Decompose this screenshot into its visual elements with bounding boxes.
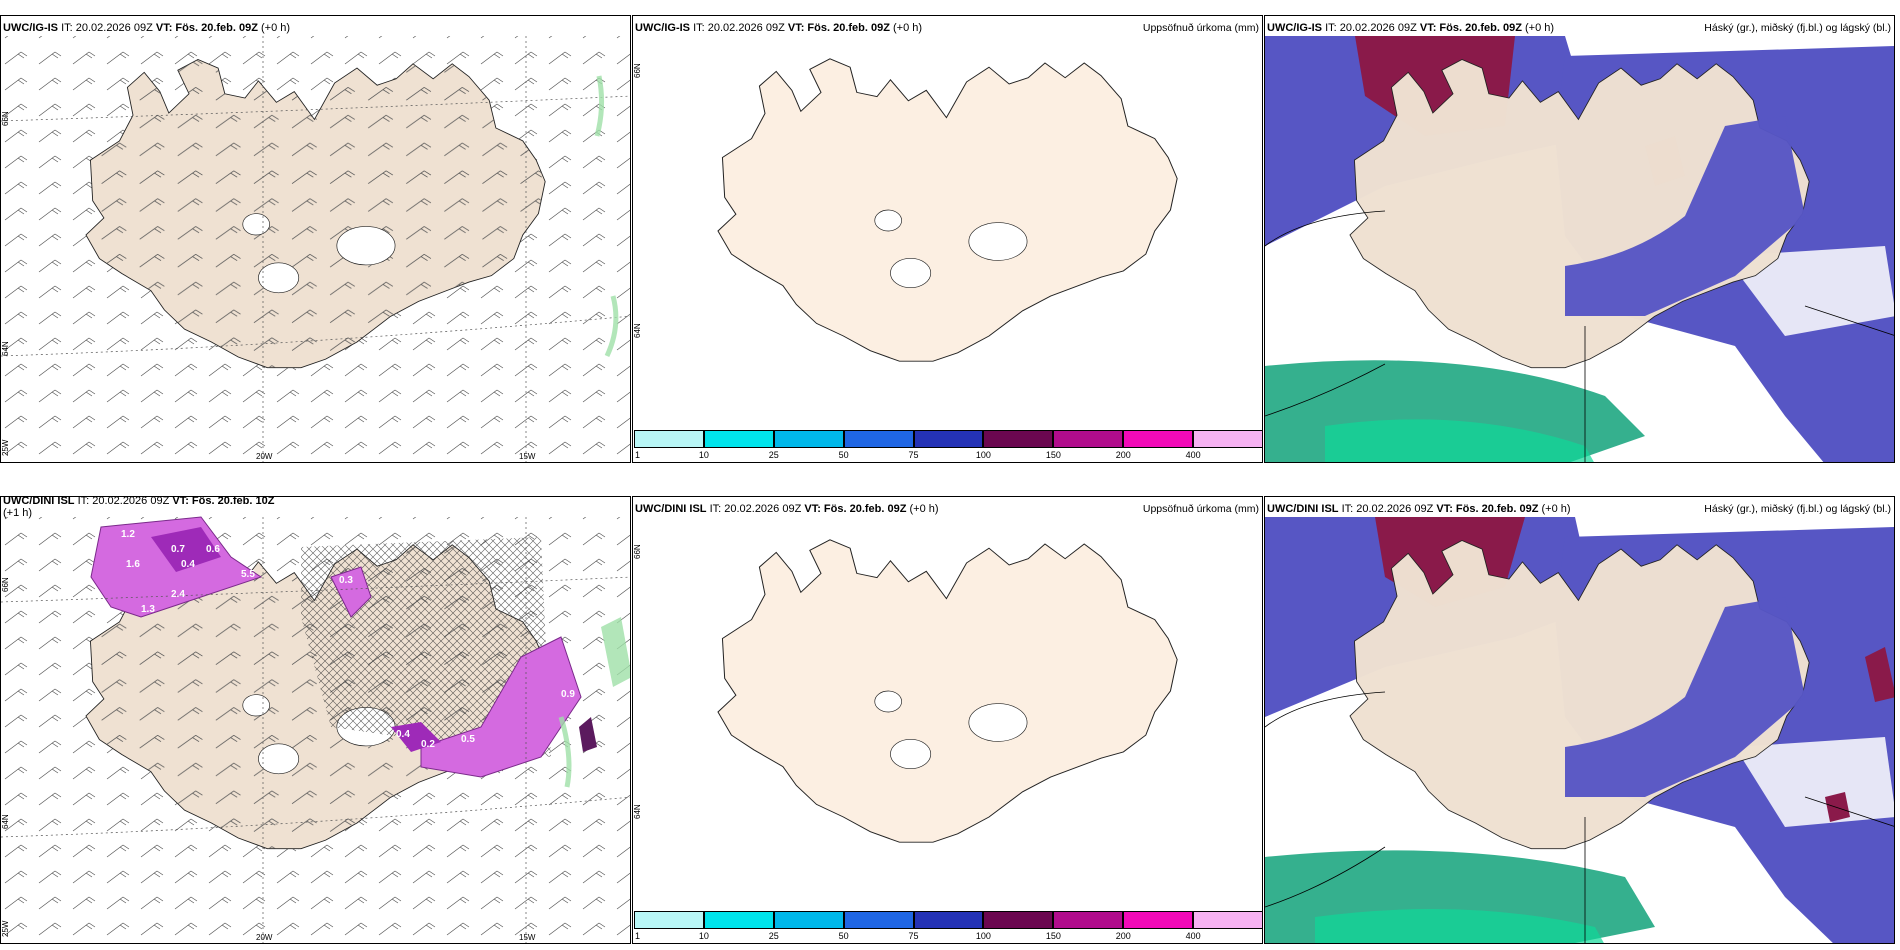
- panel-field-title: Háský (gr.), miðský (fj.bl.) og lágský (…: [1704, 503, 1891, 515]
- colorbar-swatch: [1053, 430, 1124, 448]
- colorbar-tick-label: 10: [698, 450, 709, 460]
- lon-label-15w: 15W: [519, 452, 536, 461]
- colorbar-tick-label: 25: [768, 931, 779, 941]
- colorbar-swatch: [1193, 430, 1262, 448]
- colorbar-swatch: [913, 430, 984, 448]
- lat-label-64: 64N: [633, 804, 642, 819]
- lat-label-66: 66N: [633, 63, 642, 78]
- colorbar-swatch: [1123, 430, 1194, 448]
- lat-label-25w: 25W: [1, 920, 10, 937]
- colorbar-swatch: [843, 430, 914, 448]
- precip-value-label: 0.3: [339, 575, 353, 586]
- precip-value-label: 1.6: [126, 559, 140, 570]
- precip-value-label: 0.7: [171, 544, 185, 555]
- colorbar-tick-label: 10: [698, 931, 709, 941]
- panel-precip-dini: UWC/DINI ISL IT: 20.02.2026 09Z VT: Fös.…: [632, 496, 1263, 944]
- lat-label-66: 66N: [1, 111, 10, 126]
- colorbar: 1 10 25 50 75 100 150 200 400: [633, 911, 1262, 943]
- panel-clouds-igis: UWC/IG-IS IT: 20.02.2026 09Z VT: Fös. 20…: [1264, 15, 1895, 463]
- colorbar-swatch: [983, 911, 1054, 929]
- precip-value-label: 0.2: [421, 739, 435, 750]
- panel-field-title: Uppsöfnuð úrkoma (mm): [1142, 22, 1259, 34]
- colorbar-tick-label: 150: [1045, 450, 1061, 460]
- panel-title: UWC/DINI ISL IT: 20.02.2026 09Z VT: Fös.…: [635, 503, 939, 515]
- lat-label-66: 66N: [1, 577, 10, 592]
- panel-field-title: Uppsöfnuð úrkoma (mm): [1142, 503, 1259, 515]
- colorbar-tick-label: 75: [908, 931, 919, 941]
- colorbar-tick-label: 100: [975, 931, 991, 941]
- precip-value-label: 1.2: [121, 529, 135, 540]
- lon-label-15w: 15W: [519, 933, 536, 942]
- colorbar-tick-label: 1: [635, 931, 641, 941]
- precip-value-label: 1.3: [141, 604, 155, 615]
- panel-title: UWC/IG-IS IT: 20.02.2026 09Z VT: Fös. 20…: [3, 22, 291, 34]
- lat-label-64: 64N: [1, 341, 10, 356]
- precip-value-label: 2.4: [171, 589, 185, 600]
- lat-label-64: 64N: [633, 323, 642, 338]
- colorbar-tick-label: 150: [1045, 931, 1061, 941]
- colorbar-swatch: [1193, 911, 1262, 929]
- precip-value-label: 0.9: [561, 689, 575, 700]
- lon-label-20w: 20W: [256, 452, 273, 461]
- colorbar-swatch: [703, 430, 774, 448]
- colorbar-tick-label: 1: [635, 450, 641, 460]
- colorbar-tick-label: 75: [908, 450, 919, 460]
- map-canvas: [717, 539, 1178, 843]
- colorbar-tick-label: 25: [768, 450, 779, 460]
- colorbar-tick-label: 200: [1115, 931, 1131, 941]
- colorbar-swatch: [773, 430, 844, 448]
- panel-precip-igis: UWC/IG-IS IT: 20.02.2026 09Z VT: Fös. 20…: [632, 15, 1263, 463]
- lon-label-20w: 20W: [256, 933, 273, 942]
- colorbar-tick-label: 400: [1185, 931, 1201, 941]
- colorbar-swatch: [843, 911, 914, 929]
- colorbar-tick-label: 400: [1185, 450, 1201, 460]
- colorbar-tick-label: 100: [975, 450, 991, 460]
- panel-wind-igis: UWC/IG-IS IT: 20.02.2026 09Z VT: Fös. 20…: [0, 15, 631, 463]
- map-canvas: [1, 36, 630, 462]
- colorbar-swatch: [703, 911, 774, 929]
- precip-value-label: 0.5: [461, 734, 475, 745]
- colorbar-swatch: [913, 911, 984, 929]
- panel-title: UWC/IG-IS IT: 20.02.2026 09Z VT: Fös. 20…: [635, 22, 923, 34]
- map-canvas: 1.2 0.6 5.5 1.6 2.4 0.4 1.3 0.7 0.3 0.5 0.2 0.4 0.9: [1, 516, 630, 943]
- lat-label-64: 64N: [1, 814, 10, 829]
- panel-title: UWC/DINI ISL IT: 20.02.2026 09Z VT: Fös.…: [1267, 503, 1571, 515]
- lat-label-66: 66N: [633, 544, 642, 559]
- precip-value-label: 0.4: [396, 729, 410, 740]
- colorbar-tick-label: 50: [838, 450, 849, 460]
- colorbar-swatch: [1123, 911, 1194, 929]
- colorbar-swatch: [634, 911, 704, 929]
- colorbar-swatch: [983, 430, 1054, 448]
- panel-wind-dini: UWC/DINI ISL IT: 20.02.2026 09Z VT: Fös.…: [0, 496, 631, 944]
- colorbar: 1 10 25 50 75 100 150 200 400: [633, 430, 1262, 462]
- colorbar-tick-label: 200: [1115, 450, 1131, 460]
- map-canvas: [717, 58, 1178, 362]
- colorbar-swatch: [773, 911, 844, 929]
- colorbar-tick-label: 50: [838, 931, 849, 941]
- colorbar-swatch: [1053, 911, 1124, 929]
- lat-label-25w: 25W: [1, 439, 10, 456]
- panel-clouds-dini: UWC/DINI ISL IT: 20.02.2026 09Z VT: Fös.…: [1264, 496, 1895, 944]
- panel-title: UWC/DINI ISL IT: 20.02.2026 09Z VT: Fös.…: [3, 496, 275, 519]
- precip-value-label: 5.5: [241, 569, 255, 580]
- panel-field-title: Háský (gr.), miðský (fj.bl.) og lágský (…: [1704, 22, 1891, 34]
- precip-value-label: 0.4: [181, 559, 195, 570]
- colorbar-swatch: [634, 430, 704, 448]
- panel-title: UWC/IG-IS IT: 20.02.2026 09Z VT: Fös. 20…: [1267, 22, 1555, 34]
- precip-value-label: 0.6: [206, 544, 220, 555]
- map-canvas: [1265, 36, 1894, 462]
- map-canvas: [1265, 517, 1894, 943]
